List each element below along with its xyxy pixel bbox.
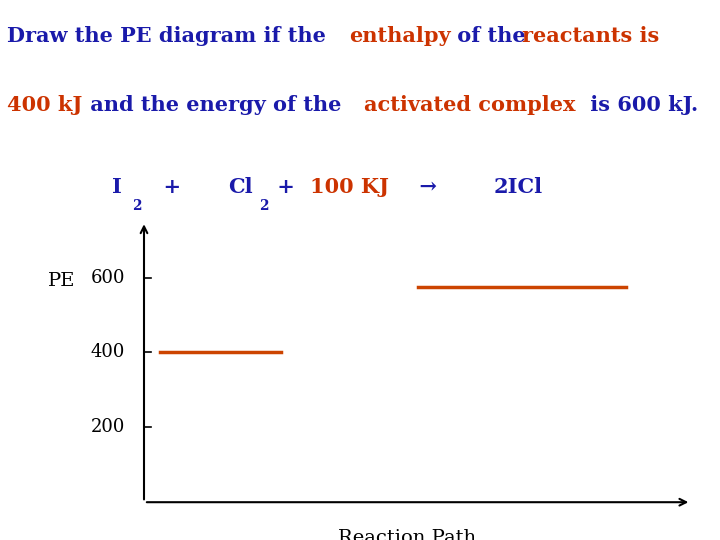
Text: 2: 2 [259,199,269,213]
Text: 100 KJ: 100 KJ [310,177,389,197]
Text: reactants is: reactants is [522,26,660,46]
Text: 2ICl: 2ICl [493,177,542,197]
Text: enthalpy: enthalpy [349,26,451,46]
Text: 200: 200 [91,418,125,436]
Text: Draw the PE diagram if the: Draw the PE diagram if the [7,26,333,46]
Text: 400: 400 [91,343,125,361]
Text: and the energy of the: and the energy of the [83,95,348,115]
Text: →: → [405,177,452,197]
Text: activated complex: activated complex [364,95,575,115]
Text: Cl: Cl [228,177,253,197]
Text: of the: of the [450,26,533,46]
Text: Reaction Path: Reaction Path [338,529,476,540]
Text: 2: 2 [132,199,141,213]
Text: is 600 kJ.: is 600 kJ. [583,95,698,115]
Text: I: I [112,177,122,197]
Text: +: + [149,177,196,197]
Text: 600: 600 [90,268,125,287]
Text: 400 kJ: 400 kJ [7,95,83,115]
Text: +: + [270,177,302,197]
Text: PE: PE [48,272,76,291]
